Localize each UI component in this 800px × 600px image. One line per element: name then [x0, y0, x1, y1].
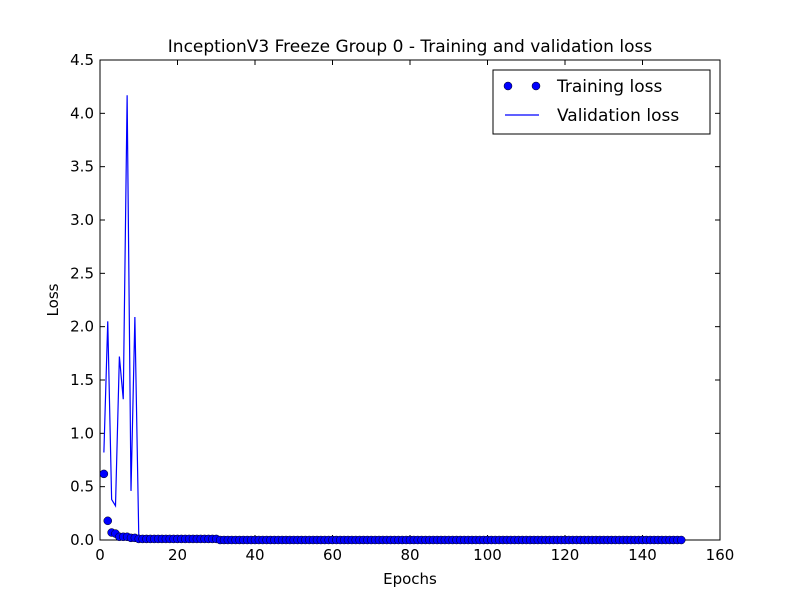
y-tick-label: 2.0 [70, 318, 94, 336]
y-axis: 0.0 0.5 1.0 1.5 2.0 2.5 3.0 3.5 4.0 4.5 [70, 51, 720, 549]
x-tick-label: 140 [628, 546, 657, 564]
x-tick-label: 0 [95, 546, 105, 564]
x-axis-label: Epochs [383, 570, 437, 588]
x-tick-label: 20 [168, 546, 187, 564]
legend-box [492, 69, 711, 135]
x-tick-label: 120 [551, 546, 580, 564]
legend-training-marker-2 [531, 81, 541, 91]
plot-frame [99, 59, 721, 541]
x-axis: 0 20 40 60 80 100 120 140 160 [95, 60, 734, 564]
x-tick-label: 160 [706, 546, 735, 564]
legend-training-label: Training loss [556, 77, 662, 97]
y-tick-label: 1.5 [70, 371, 94, 389]
y-tick-label: 3.0 [70, 211, 94, 229]
plot-area: 0 20 40 60 80 100 120 140 160 0.0 0.5 1.0 1.5 2.0 2.5… [70, 51, 734, 564]
y-tick-label: 2.5 [70, 264, 94, 282]
training-loss-point [99, 469, 109, 479]
y-axis-label: Loss [44, 283, 62, 316]
training-loss-point [677, 535, 686, 545]
series-layer [99, 95, 686, 545]
y-tick-label: 4.5 [70, 51, 94, 69]
x-tick-label: 40 [245, 546, 264, 564]
legend-validation-label: Validation loss [557, 106, 679, 126]
x-tick-label: 80 [400, 546, 419, 564]
y-tick-label: 4.0 [70, 104, 94, 122]
training-loss-point [103, 516, 112, 526]
y-tick-label: 3.5 [70, 158, 94, 176]
y-tick-label: 1.0 [70, 424, 94, 442]
chart-title: InceptionV3 Freeze Group 0 - Training an… [168, 37, 653, 57]
x-tick-label: 100 [473, 546, 502, 564]
y-tick-label: 0.5 [70, 478, 94, 496]
legend: Training loss Validation loss [492, 69, 711, 135]
x-tick-label: 60 [323, 546, 342, 564]
legend-training-marker-1 [503, 81, 513, 91]
y-tick-label: 0.0 [70, 531, 94, 549]
